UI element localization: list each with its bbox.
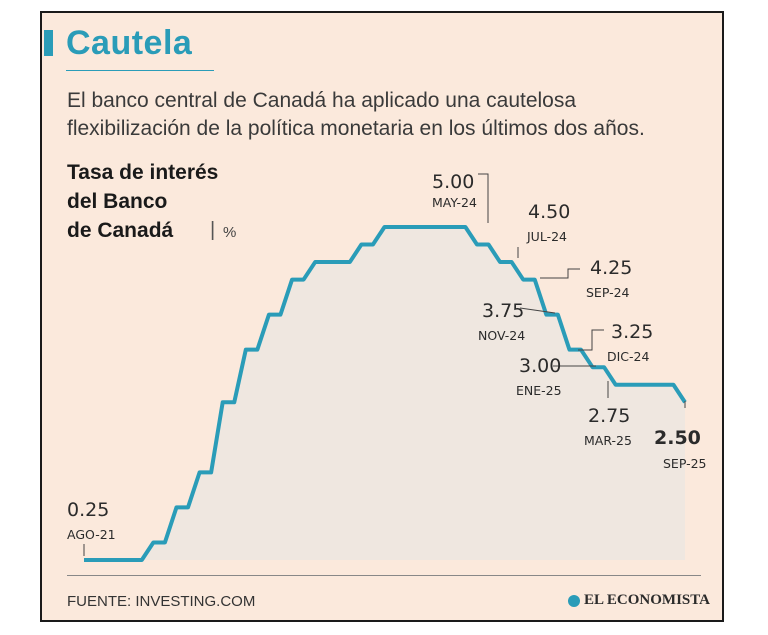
title-accent-bar	[44, 30, 53, 56]
annotation-value: 3.25	[611, 321, 653, 343]
annotation-leader	[478, 173, 489, 223]
unit-separator: |	[210, 219, 216, 241]
brand-name: EL ECONOMISTA	[584, 592, 710, 608]
annotation-date: ENE-25	[516, 383, 562, 398]
page-title: Cautela	[66, 24, 193, 62]
annotation-value: 4.25	[590, 257, 632, 279]
annotation-date: MAY-24	[432, 195, 477, 210]
annotation-date: JUL-24	[526, 229, 567, 244]
annotation-date: MAR-25	[584, 433, 632, 448]
source-note: FUENTE: INVESTING.COM	[67, 593, 256, 610]
annotation-leader	[578, 329, 604, 351]
annotation-value: 4.50	[528, 201, 570, 223]
subtitle-line-1: El banco central de Canadá ha aplicado u…	[67, 89, 577, 112]
annotation-value: 3.00	[519, 355, 561, 377]
annotation-date: NOV-24	[478, 328, 525, 343]
annotation-date: SEP-24	[586, 285, 630, 300]
footer-divider	[67, 575, 701, 576]
chart-title-line-2: del Banco	[67, 190, 168, 213]
brand-logo: EL ECONOMISTA	[568, 592, 710, 609]
chart-title-line-1: Tasa de interés	[67, 161, 219, 184]
annotation-leader	[519, 307, 556, 314]
annotation-leader	[540, 268, 580, 279]
annotation-date: SEP-25	[663, 456, 707, 471]
annotation-date: AGO-21	[67, 527, 116, 542]
annotation-value: 5.00	[432, 171, 474, 193]
annotation-value: 3.75	[482, 300, 524, 322]
chart-title-line-3: de Canadá	[67, 219, 174, 242]
annotation-value: 0.25	[67, 499, 109, 521]
unit-label: %	[223, 224, 237, 241]
annotations-layer: 0.25 AGO-21 5.00 MAY-24 4.50 JUL-24 4.25 SEP-24…	[67, 171, 707, 556]
subtitle-line-2: flexibilización de la política monetaria…	[67, 117, 645, 140]
brand-icon	[568, 594, 580, 607]
annotation-value: 2.50	[654, 427, 701, 449]
rate-line	[84, 225, 687, 562]
annotation-date: DIC-24	[607, 349, 650, 364]
title-underline	[66, 70, 214, 71]
annotation-value: 2.75	[588, 405, 630, 427]
